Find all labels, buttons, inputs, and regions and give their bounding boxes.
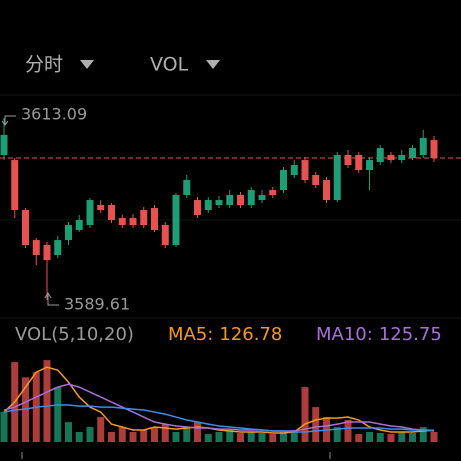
candle-body xyxy=(237,195,244,205)
candle-body xyxy=(194,200,201,215)
volume-bar xyxy=(387,434,395,442)
candle-body xyxy=(43,245,51,261)
candle-body xyxy=(247,190,255,205)
volume-bar xyxy=(172,432,180,442)
candle-body xyxy=(140,210,148,225)
volume-bar xyxy=(366,432,373,442)
legend-name: MA10: xyxy=(316,324,373,345)
candle-body xyxy=(269,190,277,195)
candle-body xyxy=(161,225,169,245)
volume-bar xyxy=(419,427,427,442)
candle-body xyxy=(355,155,363,171)
volume-bar xyxy=(65,422,72,442)
candle-body xyxy=(323,180,330,201)
volume-bar xyxy=(376,433,384,442)
candle-body xyxy=(172,195,180,245)
candle-body xyxy=(86,200,94,225)
legend-value: 125.75 xyxy=(379,324,442,345)
volume-title: VOL(5,10,20) xyxy=(15,324,134,345)
moving-average-line xyxy=(3,383,435,432)
candle-body xyxy=(0,135,8,155)
candle-body xyxy=(398,155,406,161)
volume-bar xyxy=(312,407,320,442)
candle-body xyxy=(11,160,19,211)
volume-bar xyxy=(161,424,169,442)
tab-indicator[interactable]: VOL xyxy=(150,54,220,76)
candle-body xyxy=(215,200,223,205)
dropdown-arrow[interactable] xyxy=(206,60,220,69)
candle-body xyxy=(108,205,115,221)
candle-body xyxy=(301,160,309,181)
volume-bar xyxy=(398,432,406,442)
volume-bar xyxy=(301,387,309,442)
candle-body xyxy=(226,195,234,205)
volume-bar xyxy=(247,432,255,442)
legend-value: 126.78 xyxy=(219,324,282,345)
volume-bar xyxy=(140,429,148,442)
candle-body xyxy=(333,155,341,201)
volume-bar xyxy=(258,433,266,442)
candle-body xyxy=(409,148,416,159)
volume-bar xyxy=(97,417,105,442)
candle-body xyxy=(118,218,126,225)
candle-body xyxy=(387,155,395,161)
volume-bar xyxy=(43,360,51,442)
volume-bar xyxy=(86,427,94,442)
candle-body xyxy=(366,160,373,171)
tab-intraday[interactable]: 分时 xyxy=(25,54,94,76)
volume-bar xyxy=(430,432,438,442)
candle-body xyxy=(280,170,287,191)
tab-label[interactable]: VOL xyxy=(150,54,189,76)
volume-bar xyxy=(75,432,83,442)
volume-bar xyxy=(355,434,363,442)
volume-bar xyxy=(151,427,158,442)
volume-bar xyxy=(118,427,126,442)
volume-bar xyxy=(204,434,212,442)
candle-body xyxy=(75,220,83,231)
candle-body xyxy=(419,138,427,155)
volume-bar xyxy=(269,434,277,442)
legend-ma10: MA10: 125.75 xyxy=(316,324,442,345)
candle-body xyxy=(312,175,320,185)
volume-bar xyxy=(344,420,352,442)
legend-name: MA5: xyxy=(168,324,213,345)
candle-body xyxy=(290,165,298,175)
candle-body xyxy=(376,148,384,163)
volume-bar xyxy=(333,427,341,442)
volume-bar xyxy=(237,433,244,442)
moving-average-line xyxy=(3,404,435,433)
candle-body xyxy=(204,200,212,211)
volume-bar xyxy=(54,387,62,442)
candle-body xyxy=(32,240,40,255)
volume-bar xyxy=(290,429,298,442)
candle-body xyxy=(258,195,266,201)
volume-bar xyxy=(226,429,234,442)
candle-body xyxy=(22,210,29,245)
candle-body xyxy=(151,208,158,231)
min-label: 3589.61 xyxy=(64,295,130,314)
min-marker xyxy=(44,292,59,306)
dropdown-arrow[interactable] xyxy=(80,60,94,69)
candle-body xyxy=(65,225,72,241)
candle-body xyxy=(54,240,62,255)
candle-body xyxy=(129,218,137,225)
volume-bar xyxy=(183,427,191,442)
candle-body xyxy=(344,155,352,165)
max-label: 3613.09 xyxy=(21,105,87,124)
volume-bar xyxy=(215,432,223,442)
candle-body xyxy=(183,180,191,195)
volume-bar xyxy=(108,432,115,442)
legend-ma5: MA5: 126.78 xyxy=(168,324,282,345)
candle-body xyxy=(97,205,105,211)
candle-body xyxy=(430,140,438,159)
volume-bar xyxy=(0,411,8,442)
volume-bar xyxy=(280,432,287,442)
volume-bar xyxy=(409,433,416,442)
volume-bar xyxy=(194,422,201,442)
volume-bar xyxy=(129,432,137,442)
max-marker xyxy=(1,115,16,126)
tab-label[interactable]: 分时 xyxy=(25,54,63,76)
